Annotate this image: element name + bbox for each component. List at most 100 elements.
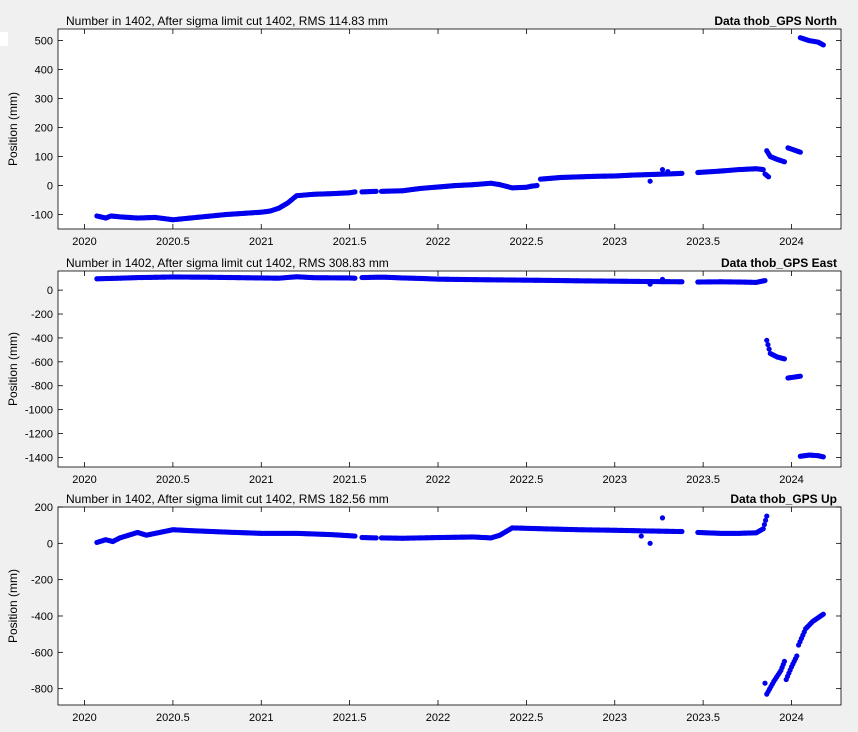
data-point: [794, 653, 800, 659]
y-tick-label: 0: [47, 538, 53, 550]
data-point-outlier: [665, 169, 671, 175]
plot-area: [58, 29, 841, 229]
data-point: [765, 342, 771, 348]
y-axis-label: Position (mm): [6, 569, 20, 643]
data-point: [762, 517, 769, 523]
y-tick-label: -1400: [25, 452, 53, 464]
y-tick-label: -200: [31, 309, 53, 321]
x-tick-label: 2021.5: [333, 712, 367, 724]
x-tick-label: 2021: [249, 474, 273, 486]
y-tick-label: 0: [47, 181, 53, 193]
x-tick-label: 2020: [72, 474, 96, 486]
panel-series-title: Data thob_GPS East: [721, 256, 837, 270]
data-point: [797, 373, 803, 379]
panel-series-title: Data thob_GPS North: [714, 14, 837, 28]
data-point: [352, 533, 358, 539]
y-tick-label: -800: [31, 684, 53, 696]
data-point: [781, 356, 788, 362]
x-tick-label: 2022: [426, 712, 450, 724]
y-tick-label: -1000: [25, 405, 53, 417]
x-tick-label: 2023.5: [686, 474, 720, 486]
data-point: [764, 513, 770, 519]
y-tick-label: 200: [35, 123, 53, 135]
x-tick-label: 2020.5: [156, 712, 190, 724]
data-point-outlier: [647, 178, 653, 184]
x-tick-label: 2020.5: [156, 474, 190, 486]
x-tick-label: 2024: [779, 236, 803, 248]
data-point: [765, 174, 772, 180]
data-point: [352, 275, 358, 281]
y-tick-label: -600: [31, 647, 53, 659]
x-tick-label: 2024: [779, 474, 803, 486]
y-tick-label: 400: [35, 65, 53, 77]
data-point: [766, 346, 772, 352]
data-point: [781, 658, 788, 665]
x-tick-label: 2022.5: [510, 236, 544, 248]
data-point: [352, 189, 358, 195]
window-edge-marker: [0, 32, 8, 46]
data-point: [679, 279, 685, 285]
x-tick-label: 2023.5: [686, 236, 720, 248]
data-markers: [94, 513, 826, 697]
panel-stats-title: Number in 1402, After sigma limit cut 14…: [66, 256, 389, 270]
x-tick-label: 2022: [426, 236, 450, 248]
y-tick-label: 200: [35, 502, 53, 514]
x-tick-label: 2021.5: [333, 474, 367, 486]
data-point: [820, 611, 826, 617]
data-point: [797, 149, 803, 155]
panel-stats-title: Number in 1402, After sigma limit cut 14…: [66, 14, 388, 28]
x-tick-label: 2023: [603, 236, 627, 248]
x-tick-label: 2020: [72, 236, 96, 248]
data-point: [679, 170, 685, 176]
x-tick-label: 2021: [249, 236, 273, 248]
panel-stats-title: Number in 1402, After sigma limit cut 14…: [66, 492, 389, 506]
data-point-outlier: [647, 540, 653, 546]
plot-frame: [57, 270, 842, 468]
data-point-outlier: [638, 533, 644, 539]
plot-frame: [57, 506, 842, 706]
data-point: [534, 182, 540, 189]
x-tick-label: 2023.5: [686, 712, 720, 724]
x-tick-label: 2022.5: [510, 474, 544, 486]
data-markers: [94, 274, 826, 460]
x-tick-label: 2023: [603, 474, 627, 486]
x-tick-label: 2022.5: [510, 712, 544, 724]
data-point: [760, 526, 766, 532]
y-tick-label: -100: [31, 210, 53, 222]
data-point-outlier: [647, 281, 653, 287]
y-tick-label: -1200: [25, 429, 53, 441]
x-tick-label: 2020.5: [156, 236, 190, 248]
data-point: [781, 159, 788, 165]
data-point: [373, 535, 379, 541]
x-tick-label: 2021.5: [333, 236, 367, 248]
y-tick-label: 500: [35, 36, 53, 48]
y-tick-label: 300: [35, 94, 53, 106]
x-tick-label: 2020: [72, 712, 96, 724]
y-tick-label: -800: [31, 381, 53, 393]
plot-area: [58, 271, 841, 467]
y-tick-label: -400: [31, 333, 53, 345]
plot-frame: [57, 28, 842, 230]
data-point: [760, 166, 766, 173]
data-point: [762, 277, 768, 284]
data-point: [761, 521, 768, 528]
y-tick-label: 0: [47, 285, 53, 297]
data-point: [373, 188, 379, 194]
data-point-outlier: [659, 276, 666, 282]
x-tick-label: 2024: [779, 712, 803, 724]
y-tick-label: -600: [31, 357, 53, 369]
data-point: [820, 454, 826, 460]
data-point: [764, 337, 770, 343]
y-tick-label: -400: [31, 611, 53, 623]
x-tick-label: 2023: [603, 712, 627, 724]
y-tick-label: -200: [31, 575, 53, 587]
x-tick-label: 2022: [426, 474, 450, 486]
data-point-outlier: [659, 166, 666, 173]
plot-area: [58, 507, 841, 705]
data-point: [679, 528, 685, 535]
y-axis-label: Position (mm): [6, 332, 20, 406]
panel-north: 2020 2020.5 2021 2021.5 2022 2022.5 2023 2023.5…: [6, 14, 842, 248]
y-axis-label: Position (mm): [6, 92, 20, 166]
y-tick-label: 100: [35, 152, 53, 164]
